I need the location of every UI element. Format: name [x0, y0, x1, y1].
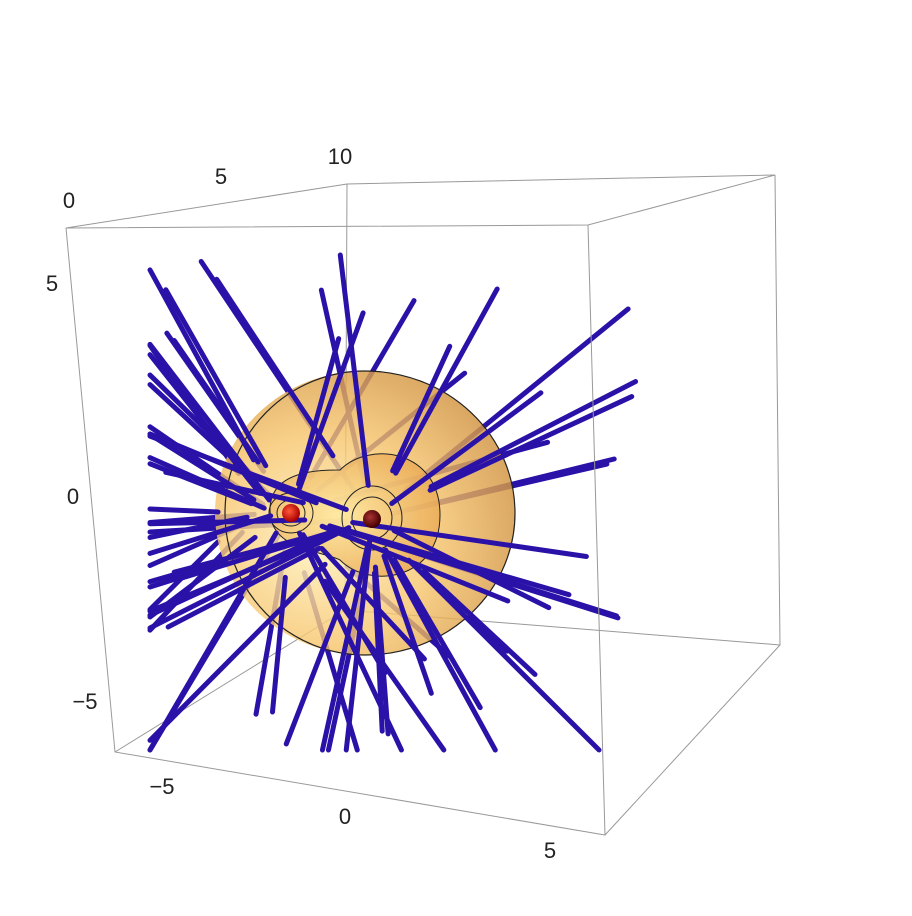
- field-line: [381, 553, 434, 696]
- field-line: [147, 433, 349, 512]
- field-line: [147, 534, 258, 620]
- field-line: [343, 536, 373, 753]
- tick-label: 0: [67, 484, 79, 509]
- tick-label: −5: [72, 689, 97, 714]
- field-line: [319, 544, 370, 753]
- field-line: [421, 568, 538, 677]
- field-line: [327, 523, 619, 619]
- field-line: [391, 557, 483, 711]
- field-lines-front: [147, 252, 639, 753]
- field-line: [214, 276, 336, 459]
- field-line: [147, 514, 250, 540]
- field-line: [393, 286, 500, 476]
- field-line: [296, 530, 404, 753]
- field-line: [283, 569, 356, 747]
- charge: [282, 504, 300, 522]
- charge: [363, 510, 381, 528]
- tick-label: 10: [328, 144, 352, 169]
- field-line: [147, 461, 254, 507]
- field-line: [171, 337, 261, 465]
- tick-label: 5: [215, 164, 227, 189]
- field-line: [406, 557, 602, 753]
- field-line: [296, 336, 342, 487]
- field-line: [389, 390, 544, 507]
- field-line: [269, 574, 288, 715]
- tick-label: 0: [339, 804, 351, 829]
- field-line: [319, 545, 427, 662]
- tick-label: 5: [46, 271, 58, 296]
- field-line: [428, 379, 639, 490]
- field-line: [390, 343, 453, 474]
- field-line: [371, 570, 385, 734]
- field-line: [337, 252, 371, 488]
- field-line: [383, 547, 498, 753]
- contours: [268, 485, 403, 551]
- field-line: [296, 310, 366, 492]
- box-front: [65, 174, 781, 836]
- tick-label: −5: [149, 774, 174, 799]
- field-line: [171, 536, 304, 575]
- field-line: [350, 520, 589, 559]
- field-line: [163, 287, 269, 469]
- field-line: [147, 561, 328, 743]
- tick-label: 5: [544, 838, 556, 863]
- tick-label: 0: [63, 188, 75, 213]
- field-line: [147, 506, 221, 515]
- field-line: [300, 532, 388, 676]
- field-line: [427, 394, 635, 493]
- field-line: [176, 530, 331, 582]
